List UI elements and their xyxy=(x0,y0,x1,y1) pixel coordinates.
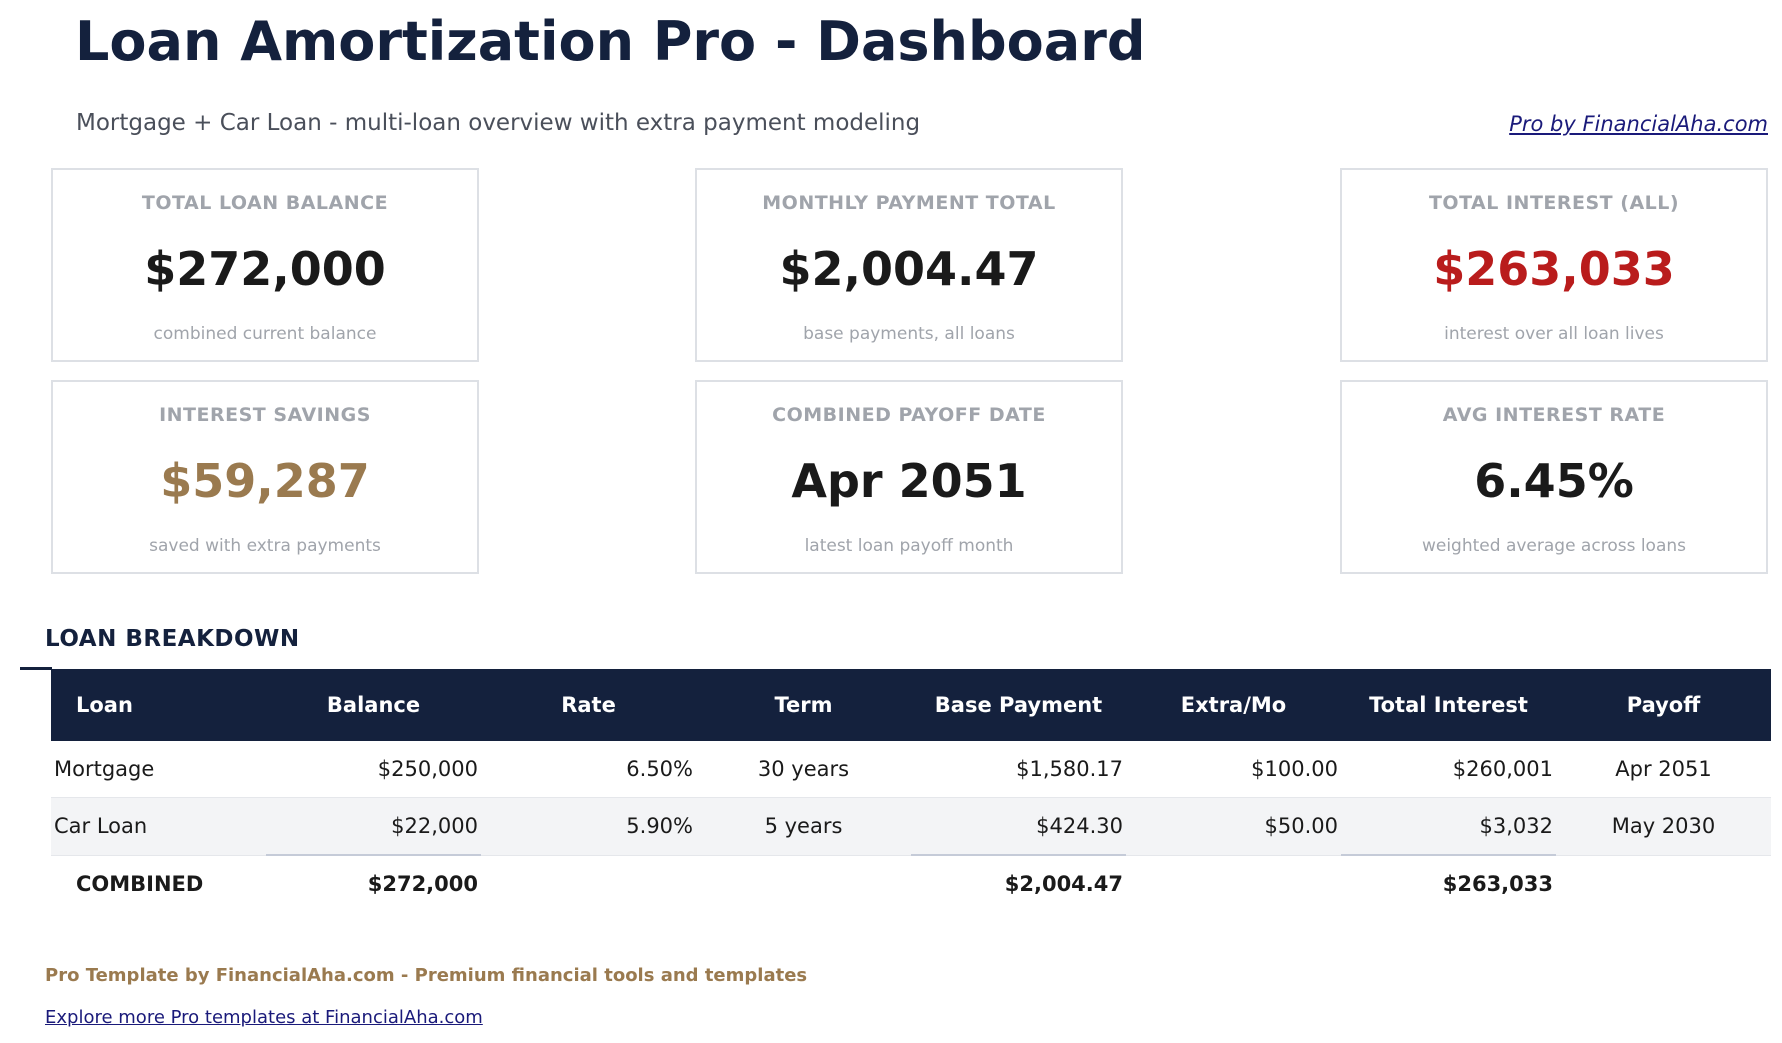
cell: $1,580.17 xyxy=(911,741,1126,798)
cell: Apr 2051 xyxy=(1556,741,1771,798)
table-row: Car Loan $22,000 5.90% 5 years $424.30 $50.00… xyxy=(51,797,1771,856)
section-title: LOAN BREAKDOWN xyxy=(45,626,300,652)
totals-row: COMBINED $272,000 $2,004.47 $263,033 xyxy=(51,854,1771,912)
column-header: Extra/Mo xyxy=(1126,669,1341,741)
kpi-value: 6.45% xyxy=(1474,454,1634,508)
table-row: Mortgage $250,000 6.50% 30 years $1,580.17 $1… xyxy=(51,741,1771,798)
kpi-label: COMBINED PAYOFF DATE xyxy=(772,404,1046,426)
kpi-value: $2,004.47 xyxy=(779,242,1039,296)
column-header: Term xyxy=(696,669,911,741)
cell: $100.00 xyxy=(1126,741,1341,798)
cell: $3,032 xyxy=(1341,797,1556,856)
kpi-value: $59,287 xyxy=(160,454,370,508)
kpi-label: INTEREST SAVINGS xyxy=(159,404,371,426)
header-link[interactable]: Pro by FinancialAha.com xyxy=(1509,112,1768,136)
kpi-note: interest over all loan lives xyxy=(1444,324,1664,344)
kpi-card: TOTAL LOAN BALANCE $272,000 combined curre… xyxy=(51,168,479,362)
cell: 5 years xyxy=(696,797,911,856)
kpi-card: TOTAL INTEREST (ALL) $263,033 interest ove… xyxy=(1340,168,1768,362)
cell: $22,000 xyxy=(266,797,481,856)
kpi-card: COMBINED PAYOFF DATE Apr 2051 latest loan … xyxy=(695,380,1123,574)
cell: 30 years xyxy=(696,741,911,798)
kpi-card: MONTHLY PAYMENT TOTAL $2,004.47 base payme… xyxy=(695,168,1123,362)
column-header: Total Interest xyxy=(1341,669,1556,741)
cell: $424.30 xyxy=(911,797,1126,856)
header-row: Loan Balance Rate Term Base Payment Extra/Mo T… xyxy=(51,669,1771,741)
totals-interest: $263,033 xyxy=(1341,854,1556,912)
column-header: Base Payment xyxy=(911,669,1126,741)
column-header: Rate xyxy=(481,669,696,741)
cell xyxy=(481,855,696,912)
column-header: Balance xyxy=(266,669,481,741)
kpi-note: saved with extra payments xyxy=(149,536,381,556)
footer-text: Pro Template by FinancialAha.com - Premi… xyxy=(45,965,808,986)
kpi-value: $272,000 xyxy=(144,242,386,296)
totals-base-payment: $2,004.47 xyxy=(911,854,1126,912)
kpi-card: AVG INTEREST RATE 6.45% weighted average a… xyxy=(1340,380,1768,574)
cell: Car Loan xyxy=(51,797,266,856)
loan-table: Loan Balance Rate Term Base Payment Extra/Mo T… xyxy=(51,669,1771,912)
kpi-label: MONTHLY PAYMENT TOTAL xyxy=(762,192,1056,214)
totals-balance: $272,000 xyxy=(266,854,481,912)
kpi-note: combined current balance xyxy=(153,324,377,344)
cell: $250,000 xyxy=(266,741,481,798)
cell: 5.90% xyxy=(481,797,696,856)
kpi-card: INTEREST SAVINGS $59,287 saved with extra … xyxy=(51,380,479,574)
cell: 6.50% xyxy=(481,741,696,798)
cell xyxy=(696,855,911,912)
kpi-note: weighted average across loans xyxy=(1421,536,1687,556)
table-body: Mortgage $250,000 6.50% 30 years $1,580.17 $1… xyxy=(51,741,1771,912)
cell: May 2030 xyxy=(1556,797,1771,856)
kpi-note: latest loan payoff month xyxy=(804,536,1014,556)
page-title: Loan Amortization Pro - Dashboard xyxy=(75,10,1146,73)
column-header: Payoff xyxy=(1556,669,1771,741)
kpi-value: Apr 2051 xyxy=(791,454,1027,508)
cell xyxy=(1556,855,1771,912)
kpi-value: $263,033 xyxy=(1433,242,1675,296)
cell: Mortgage xyxy=(51,741,266,798)
cell: $260,001 xyxy=(1341,741,1556,798)
subtitle: Mortgage + Car Loan - multi-loan overvie… xyxy=(76,110,921,136)
kpi-label: TOTAL LOAN BALANCE xyxy=(141,192,389,214)
kpi-note: base payments, all loans xyxy=(803,324,1015,344)
kpi-label: AVG INTEREST RATE xyxy=(1442,404,1666,426)
cell: $50.00 xyxy=(1126,797,1341,856)
section-rule xyxy=(20,667,52,670)
column-header: Loan xyxy=(51,669,266,741)
cell xyxy=(1126,855,1341,912)
totals-label: COMBINED xyxy=(76,871,204,896)
footer-link[interactable]: Explore more Pro templates at FinancialA… xyxy=(45,1007,483,1028)
kpi-label: TOTAL INTEREST (ALL) xyxy=(1428,192,1680,214)
